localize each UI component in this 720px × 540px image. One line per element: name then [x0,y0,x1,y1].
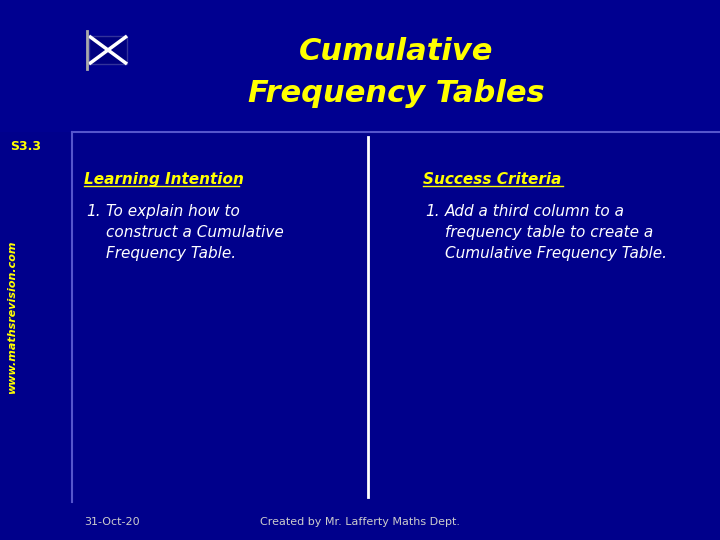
Text: Created by Mr. Lafferty Maths Dept.: Created by Mr. Lafferty Maths Dept. [260,517,460,527]
Text: Frequency Tables: Frequency Tables [248,79,544,109]
Text: To explain how to
construct a Cumulative
Frequency Table.: To explain how to construct a Cumulative… [106,204,284,261]
Text: 1.: 1. [425,204,440,219]
Text: 1.: 1. [86,204,101,219]
Text: S3.3: S3.3 [10,140,41,153]
Bar [89,36,127,64]
Text: www.mathsrevision.com: www.mathsrevision.com [7,240,17,394]
Text: 31-Oct-20: 31-Oct-20 [84,517,140,527]
Text: Add a third column to a
frequency table to create a
Cumulative Frequency Table.: Add a third column to a frequency table … [445,204,667,261]
Text: Cumulative: Cumulative [299,37,493,66]
Bar [0,0,720,132]
Text: Learning Intention: Learning Intention [84,172,244,187]
Text: Success Criteria: Success Criteria [423,172,562,187]
